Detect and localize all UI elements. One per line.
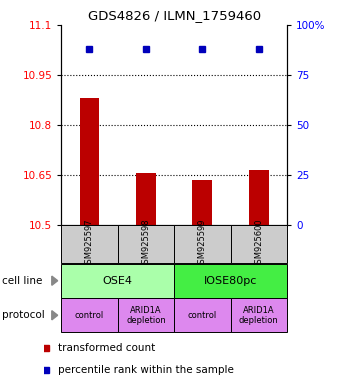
Bar: [79, 98, 99, 225]
Bar: [118, 225, 174, 263]
Bar: [61, 264, 174, 298]
Text: GSM925600: GSM925600: [254, 218, 263, 269]
Bar: [61, 298, 118, 332]
Text: GSM925599: GSM925599: [198, 218, 207, 269]
Text: GSM925597: GSM925597: [85, 218, 94, 269]
Text: OSE4: OSE4: [103, 276, 133, 286]
Bar: [174, 298, 231, 332]
Bar: [61, 225, 118, 263]
Bar: [231, 225, 287, 263]
Text: protocol: protocol: [2, 310, 44, 320]
Text: cell line: cell line: [2, 276, 42, 286]
Bar: [231, 298, 287, 332]
Title: GDS4826 / ILMN_1759460: GDS4826 / ILMN_1759460: [88, 9, 261, 22]
Text: control: control: [75, 311, 104, 320]
Text: ARID1A
depletion: ARID1A depletion: [239, 306, 279, 325]
Text: IOSE80pc: IOSE80pc: [204, 276, 257, 286]
Text: control: control: [188, 311, 217, 320]
Text: percentile rank within the sample: percentile rank within the sample: [58, 365, 234, 375]
Bar: [118, 298, 174, 332]
Bar: [193, 180, 212, 225]
Bar: [136, 173, 156, 225]
Text: GSM925598: GSM925598: [141, 218, 150, 269]
Text: transformed count: transformed count: [58, 343, 156, 353]
Bar: [174, 225, 231, 263]
Text: ARID1A
depletion: ARID1A depletion: [126, 306, 166, 325]
Bar: [249, 170, 269, 225]
Bar: [174, 264, 287, 298]
